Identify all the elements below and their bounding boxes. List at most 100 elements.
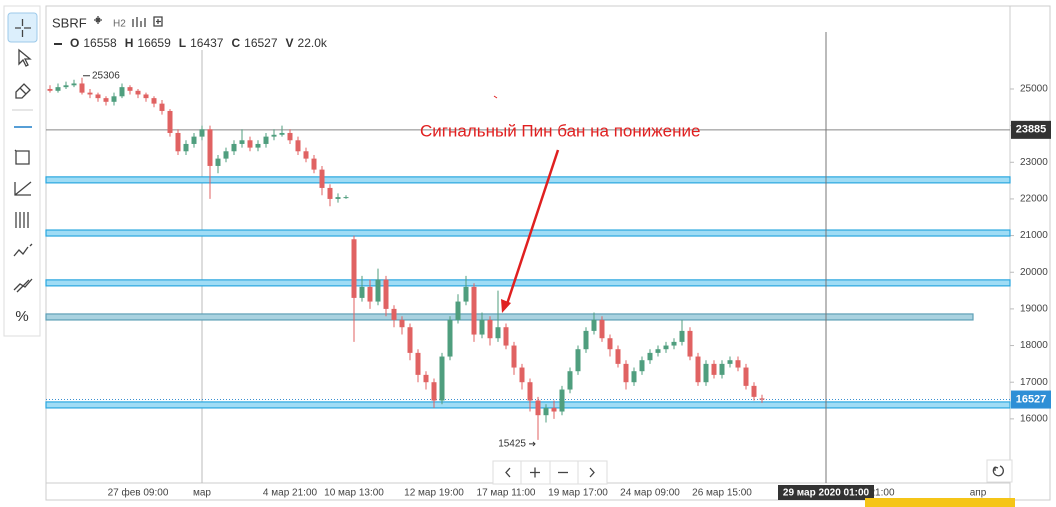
candle-body xyxy=(463,286,469,302)
candle-body xyxy=(183,143,189,152)
level-line xyxy=(45,176,1011,184)
ohlc-value: 16558 xyxy=(83,36,117,50)
candle-body xyxy=(695,356,701,383)
candle-body xyxy=(663,345,669,350)
x-tick-label: 27 фев 09:00 xyxy=(108,487,169,499)
candle-body xyxy=(551,407,557,412)
candle-body xyxy=(703,363,709,383)
x-tick-label: 4 мар 21:00 xyxy=(263,488,318,499)
candle-body xyxy=(655,349,661,353)
annotation-arrow xyxy=(505,149,560,305)
candle-body xyxy=(527,382,533,401)
chart-type-icon[interactable] xyxy=(132,17,146,27)
scroll-left[interactable] xyxy=(505,467,511,478)
reset-button[interactable] xyxy=(986,459,1013,483)
candle-body xyxy=(623,363,629,383)
candle-body xyxy=(647,352,653,361)
candle-body xyxy=(455,301,461,320)
candle-body xyxy=(231,143,237,152)
candle-body xyxy=(239,140,245,144)
compare-icon[interactable] xyxy=(153,16,163,27)
candle-body xyxy=(311,158,317,170)
candle-body xyxy=(319,169,325,188)
rect-tool[interactable] xyxy=(14,149,30,165)
level-line xyxy=(45,313,974,321)
interval[interactable]: H2 xyxy=(113,19,126,30)
y-tick-label: 20000 xyxy=(1020,267,1048,278)
level-line xyxy=(45,401,1011,409)
fib-tool[interactable] xyxy=(15,212,29,228)
y-tick-label: 19000 xyxy=(1020,304,1048,315)
candle-body xyxy=(359,286,365,298)
candle-body xyxy=(751,385,757,397)
symbol[interactable]: SBRF xyxy=(52,15,87,30)
candle-body xyxy=(279,132,285,135)
candle-body xyxy=(335,197,341,199)
min-arrow xyxy=(529,441,536,447)
y-tick-label: 23000 xyxy=(1020,157,1048,168)
candle-body xyxy=(535,400,541,416)
ohlc-value: 22.0k xyxy=(298,36,328,50)
candle-body xyxy=(391,308,397,320)
annotation: Сигнальный Пин бан на понижение xyxy=(420,121,700,140)
candle-body xyxy=(727,360,733,364)
candle-body xyxy=(47,88,53,91)
notice-strip xyxy=(865,498,1015,507)
crosshair-time-tag xyxy=(778,485,874,500)
candle-body xyxy=(479,319,485,335)
candle-body xyxy=(607,338,613,350)
candle-body xyxy=(271,134,277,137)
candle-body xyxy=(295,140,301,152)
candle-body xyxy=(591,319,597,331)
candle-body xyxy=(631,371,637,383)
level-line xyxy=(45,279,1011,287)
candle-body xyxy=(159,103,165,111)
crosshair-price: 23885 xyxy=(1016,124,1047,136)
candle-body xyxy=(375,279,381,302)
candle-body xyxy=(79,83,85,93)
candle-body xyxy=(543,407,549,416)
last-price-tag xyxy=(1011,390,1051,409)
candle-body xyxy=(431,382,437,401)
zoom-in[interactable] xyxy=(530,467,540,478)
candle-body xyxy=(519,367,525,383)
ohlc-line: O 16558 H 16659 L 16437 C 16527 V 22.0k xyxy=(70,36,328,50)
candle-body xyxy=(503,327,509,346)
candle-body xyxy=(583,330,589,350)
candle-body xyxy=(343,197,349,199)
scroll-right[interactable] xyxy=(589,467,595,478)
candle-body xyxy=(95,94,101,99)
ohlc-value: 16659 xyxy=(137,36,171,50)
candle-body xyxy=(471,286,477,335)
last-price: 16527 xyxy=(1016,393,1047,405)
annotation-arrowhead xyxy=(501,299,511,313)
candle-body xyxy=(119,87,125,97)
candle-body xyxy=(575,349,581,372)
candle-body xyxy=(407,327,413,353)
percent-tool[interactable]: % xyxy=(15,308,28,325)
settings-icon[interactable] xyxy=(94,16,102,24)
pointer-tool[interactable] xyxy=(18,48,32,67)
min-label: 15425 xyxy=(498,439,526,450)
crosshair-tool[interactable] xyxy=(7,12,38,43)
candle-body xyxy=(175,132,181,152)
y-tick-label: 17000 xyxy=(1020,377,1048,388)
trend-tool[interactable] xyxy=(14,181,32,196)
candle-body xyxy=(127,87,133,91)
y-tick-label: 18000 xyxy=(1020,340,1048,351)
candle-body xyxy=(87,92,93,95)
x-tick-label: 26 мар 15:00 xyxy=(692,488,752,499)
eraser-tool[interactable] xyxy=(15,83,31,99)
channel-tool[interactable] xyxy=(13,278,33,293)
candle-body xyxy=(111,96,117,102)
x-tick-label: 10 мар 13:00 xyxy=(324,488,384,499)
candle-body xyxy=(63,85,69,88)
wave-tool[interactable] xyxy=(13,243,33,257)
crosshair-price-tag xyxy=(1011,120,1051,139)
candle-body xyxy=(263,136,269,144)
candle-body xyxy=(351,239,357,298)
y-tick-label: 25000 xyxy=(1020,84,1048,95)
x-tick-label: 12 мар 19:00 xyxy=(404,488,464,499)
